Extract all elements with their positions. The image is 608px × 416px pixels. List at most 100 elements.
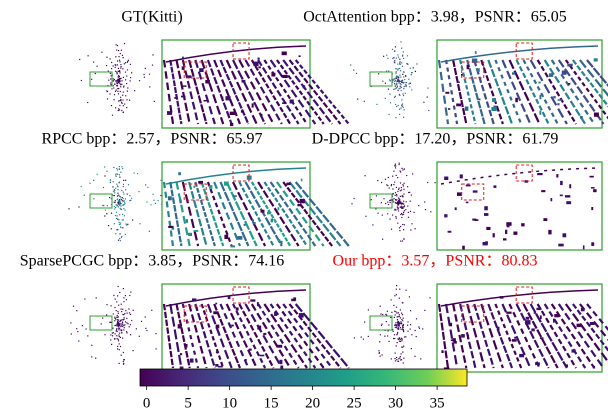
point [402,103,404,105]
point [418,326,420,328]
point [393,198,395,200]
point [541,190,546,193]
point [125,79,127,81]
point [401,99,403,101]
point [118,328,120,330]
point [297,204,302,207]
point [282,102,287,104]
point [116,73,118,75]
point [94,72,96,75]
point [140,320,143,322]
point [95,297,97,299]
point [125,179,127,181]
point [401,338,403,340]
point [119,79,121,81]
point [113,87,115,89]
point [117,202,119,204]
point [112,327,114,329]
scan-line [536,303,577,369]
point [143,73,145,76]
point [580,308,585,312]
scan-line [175,59,191,125]
panel-image [68,161,350,251]
point [403,88,405,90]
point [123,359,125,361]
point [399,355,401,358]
point [396,76,398,79]
scan-line [263,59,308,125]
point [119,324,121,326]
scan-line [288,303,342,369]
point [83,194,85,196]
point [117,348,119,350]
scan-line [200,59,225,125]
point [399,170,401,172]
point [128,312,131,314]
point [553,318,555,323]
scan-line [162,303,175,369]
point [393,304,395,306]
scan-line [282,59,333,125]
highlight-box [461,61,485,79]
point [148,73,151,75]
point [466,64,470,70]
point [395,327,397,329]
point [398,358,400,360]
point [229,111,236,115]
point [402,223,404,226]
point [430,211,432,213]
point [404,92,406,94]
highlight-box [515,164,533,182]
point [118,194,120,196]
point [553,96,556,99]
point [115,44,117,46]
point [400,337,402,339]
point [120,66,122,68]
point [93,61,95,63]
point [403,203,405,205]
point [543,218,548,221]
point [115,330,117,332]
point [395,306,398,308]
point [381,181,383,184]
point [300,178,303,182]
point [389,201,391,204]
scan-line [219,181,250,247]
point [117,295,119,297]
point [396,193,398,196]
point [115,107,117,109]
point [116,301,118,303]
point [393,316,395,318]
point [109,93,111,95]
point [117,218,119,220]
point [192,298,197,302]
point [118,76,120,78]
scan-line [263,303,308,369]
scan-line [452,59,468,125]
point [117,109,119,112]
point [394,192,397,194]
point [116,314,118,317]
point [411,89,413,91]
point [118,168,121,170]
point [91,356,93,358]
point [401,65,404,67]
point [398,322,400,324]
point [120,49,122,51]
point [387,88,389,90]
point [414,70,416,72]
point [132,350,134,352]
point [379,355,381,357]
point [118,109,121,111]
scan-line [188,181,208,247]
point [396,84,398,86]
point [394,78,396,80]
scan-line [244,59,283,125]
point [215,302,218,305]
point [115,310,117,312]
point [241,79,246,83]
point [119,81,121,83]
point [111,332,113,334]
point [131,72,133,74]
point [400,328,402,330]
